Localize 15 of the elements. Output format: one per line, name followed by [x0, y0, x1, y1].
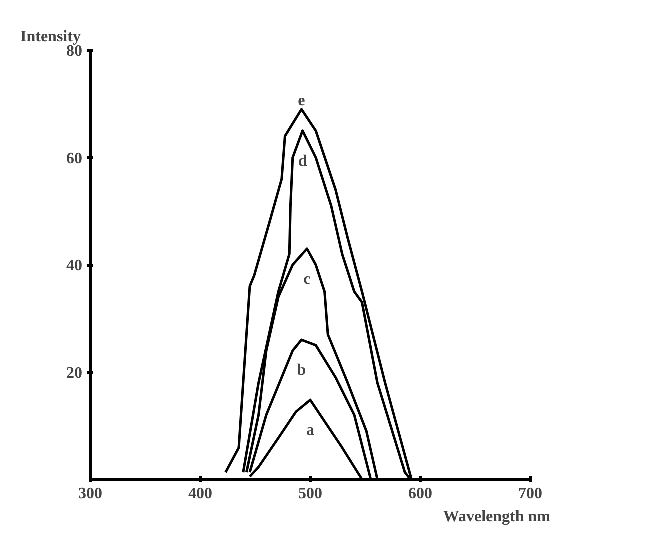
series-label: b — [297, 362, 306, 380]
x-tick-label: 600 — [408, 486, 432, 502]
series-label: a — [306, 422, 314, 440]
y-tick-label: 60 — [66, 150, 82, 168]
series-label: e — [298, 92, 306, 110]
y-axis-title: Intensity — [20, 28, 81, 46]
x-tick-label: 400 — [188, 486, 212, 502]
x-axis-title: Wavelength nm — [443, 508, 552, 526]
x-tick-label: 500 — [298, 486, 322, 502]
series-label: d — [298, 152, 308, 170]
y-tick-label: 40 — [66, 258, 82, 274]
x-tick-label: 300 — [78, 486, 102, 502]
series-label: c — [304, 270, 311, 288]
x-tick-label: 700 — [518, 486, 542, 502]
y-tick-label: 20 — [66, 364, 82, 382]
